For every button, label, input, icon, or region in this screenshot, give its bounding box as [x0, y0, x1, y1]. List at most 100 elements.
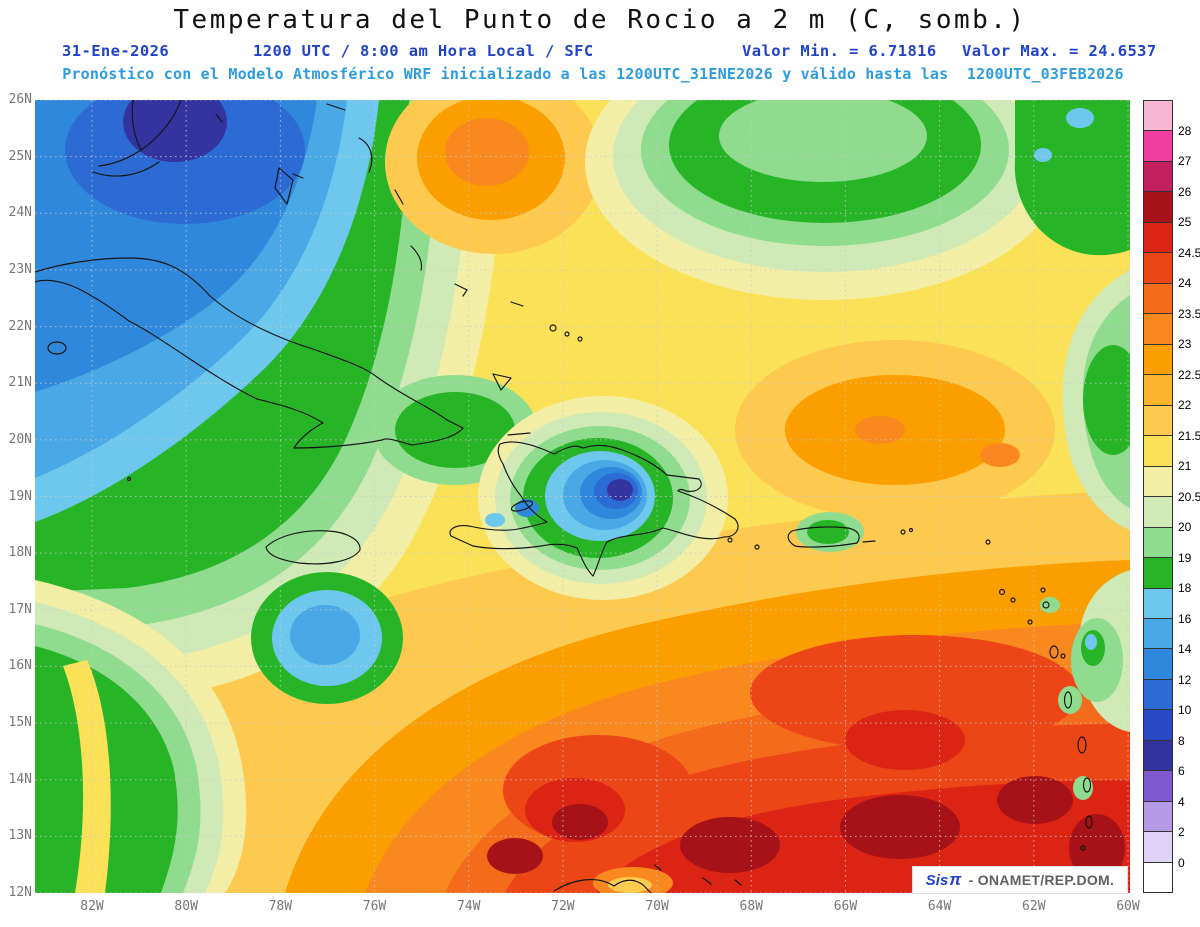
hispaniola-coast: [449, 441, 739, 577]
valid-time: 1200 UTC / 8:00 am Hora Local / SFC: [253, 42, 594, 60]
colorbar-tick-label: 6: [1178, 764, 1185, 778]
lat-axis-label: 12N: [8, 885, 32, 900]
attribution-box: Sis π - ONAMET/REP.DOM.: [913, 867, 1127, 893]
cuba-coast: [35, 257, 464, 449]
colorbar-cell: [1144, 678, 1172, 710]
colorbar-cell: [1144, 404, 1172, 436]
colorbar-tick-label: 8: [1178, 733, 1185, 748]
lat-axis-label: 19N: [8, 488, 32, 504]
lat-axis-label: 21N: [8, 375, 32, 391]
colorbar-cell: [1144, 709, 1172, 740]
colorbar-cell: [1144, 770, 1172, 801]
colorbar-tick-label: 28: [1178, 123, 1192, 138]
lon-axis-label: 72W: [551, 899, 575, 914]
colorbar-cell: [1144, 343, 1172, 375]
lon-axis-label: 82W: [80, 899, 104, 914]
colorbar-cell: [1144, 587, 1172, 618]
lat-axis-label: 24N: [8, 205, 32, 221]
colorbar-cell: [1144, 130, 1172, 161]
colorbar-tick-label: 20: [1178, 520, 1192, 534]
lat-axis-label: 14N: [8, 771, 32, 787]
colorbar-cell: [1144, 101, 1172, 131]
colorbar-cell: [1144, 313, 1172, 344]
colorbar-tick-label: 23: [1178, 337, 1192, 351]
colorbar-tick-label: 27: [1178, 154, 1192, 168]
colorbar-tick-label: 21.5: [1178, 428, 1200, 443]
colorbar-tick-label: 4: [1178, 794, 1185, 809]
east-edge-greens: [1014, 100, 1130, 800]
colorbar-tick-label: 19: [1178, 550, 1192, 565]
colorbar-cell: [1144, 374, 1172, 405]
colorbar-cell: [1144, 252, 1172, 283]
colorbar-tick-label: 0: [1178, 855, 1185, 870]
colorbar-tick-label: 22.5: [1178, 367, 1200, 382]
lat-axis-label: 16N: [8, 658, 32, 674]
colorbar-tick-label: 18: [1178, 581, 1192, 595]
lon-axis-label: 70W: [645, 899, 669, 914]
lat-axis-label: 18N: [8, 545, 32, 561]
colorbar-tick-label: 21: [1178, 459, 1192, 473]
colorbar-tick-label: 20.5: [1178, 489, 1200, 504]
coastlines: [35, 100, 1093, 893]
lon-axis-label: 74W: [456, 899, 481, 914]
top-right-green-mass: [585, 100, 1065, 300]
lon-axis-label: 68W: [739, 899, 763, 914]
lon-axis-label: 66W: [833, 899, 858, 914]
colorbar-cell: [1144, 800, 1172, 832]
venezuela-coast: [553, 879, 652, 893]
lat-axis-label: 25N: [8, 148, 32, 164]
puerto-rico-green-spot: [796, 512, 864, 552]
valid-date: 31-Ene-2026: [62, 42, 170, 60]
lat-axis-label: 17N: [8, 601, 32, 617]
jamaica-blue-patch: [251, 572, 403, 704]
colorbar-tick-label: 26: [1178, 184, 1192, 199]
lat-axis-label: 22N: [8, 318, 32, 334]
colorbar-tick-label: 10: [1178, 703, 1192, 717]
colorbar-cell: [1144, 465, 1172, 497]
colorbar-cell: [1144, 557, 1172, 588]
lon-axis-label: 80W: [174, 899, 198, 914]
colorbar-tick-label: 14: [1178, 642, 1192, 656]
colorbar-cell: [1144, 496, 1172, 527]
puerto-rico-coast: [787, 526, 860, 548]
lon-axis-label: 64W: [927, 899, 952, 914]
colorbar-cell: [1144, 648, 1172, 679]
lon-axis-label: 76W: [362, 899, 387, 914]
min-value-label: Valor Min. = 6.71816: [742, 42, 937, 60]
jamaica-coast: [265, 530, 361, 565]
colorbar-tick-label: 16: [1178, 611, 1192, 626]
lat-axis-label: 23N: [8, 261, 32, 277]
northwest-cold-mass: [35, 100, 505, 705]
brand-sis: Sis: [925, 871, 949, 889]
lon-axis-label: 62W: [1022, 899, 1046, 914]
colorbar-cell: [1144, 617, 1172, 649]
colorbar-tick-label: 24: [1178, 276, 1192, 290]
brand-pi-icon: π: [949, 870, 962, 889]
gridlines: [35, 100, 1130, 893]
west-column-greens: [35, 580, 247, 893]
max-value-label: Valor Max. = 24.6537: [962, 42, 1157, 60]
florida-west-coast: [131, 100, 142, 151]
colorbar-tick-label: 24.5: [1178, 245, 1200, 260]
colorbar-tick-label: 23.5: [1178, 306, 1200, 321]
attribution-text: - ONAMET/REP.DOM.: [964, 872, 1115, 888]
page-title: Temperatura del Punto de Rocio a 2 m (C,…: [173, 5, 1027, 35]
colorbar-cell: [1144, 221, 1172, 253]
contour-field: [35, 100, 1130, 893]
colorbar-cell: [1144, 160, 1172, 192]
colorbar-cell: [1144, 861, 1172, 893]
colorbar-tick-label: 25: [1178, 215, 1192, 229]
lat-axis-label: 13N: [8, 828, 32, 844]
dewpoint-map: [35, 100, 1130, 893]
top-center-warm-patch: [385, 100, 601, 254]
colorbar-cell: [1144, 739, 1172, 771]
lon-axis-label: 78W: [268, 899, 293, 914]
lon-axis-label: 60W: [1116, 899, 1140, 914]
colorbar-cell: [1144, 831, 1172, 862]
forecast-line: Pronóstico con el Modelo Atmosférico WRF…: [62, 65, 1124, 83]
colorbar-tick-label: 12: [1178, 672, 1192, 687]
hispaniola-cold-anomaly: [478, 396, 728, 600]
south-warm-bands: [35, 340, 1130, 893]
colorbar-cell: [1144, 191, 1172, 222]
